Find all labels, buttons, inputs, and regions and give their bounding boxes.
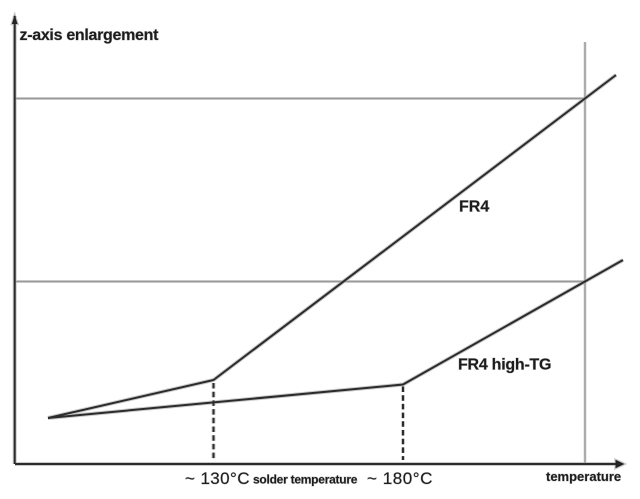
svg-text:~ 180°C: ~ 180°C (367, 469, 433, 488)
svg-text:FR4: FR4 (459, 199, 489, 216)
svg-text:FR4 high-TG: FR4 high-TG (458, 357, 551, 374)
svg-text:z-axis enlargement: z-axis enlargement (20, 27, 160, 44)
svg-text:~ 130°C: ~ 130°C (185, 469, 250, 488)
svg-text:temperature: temperature (546, 469, 621, 484)
svg-text:solder temperature: solder temperature (253, 473, 358, 487)
